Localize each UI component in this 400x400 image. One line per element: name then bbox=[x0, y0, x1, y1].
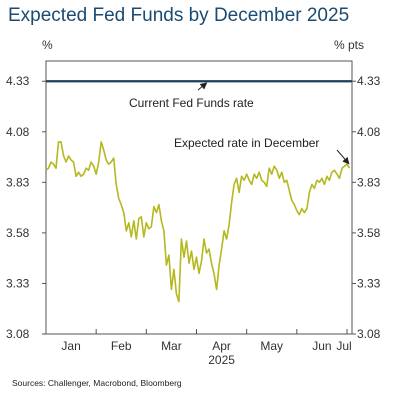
y-tick-label-right: 3.58 bbox=[357, 226, 381, 240]
source-note: Sources: Challenger, Macrobond, Bloomber… bbox=[12, 378, 182, 388]
x-tick-label: May bbox=[260, 339, 283, 353]
y-tick-label-left: 3.83 bbox=[6, 175, 30, 189]
series-group bbox=[45, 80, 352, 303]
x-tick-label: Jul bbox=[336, 339, 351, 353]
annotations-group: Current Fed Funds rate Expected rate in D… bbox=[129, 82, 350, 165]
y-tick-label-right: 3.33 bbox=[357, 276, 381, 290]
y-axis-ticks: 4.33 4.33 4.08 4.08 3.83 3.83 3.58 3.58 3.33 3.33… bbox=[6, 74, 381, 341]
y-tick-label-left: 3.08 bbox=[6, 327, 30, 341]
x-year-label: 2025 bbox=[208, 353, 235, 367]
y-tick-label-left: 3.33 bbox=[6, 276, 30, 290]
plot-frame bbox=[45, 60, 353, 335]
y-tick-label-right: 4.33 bbox=[357, 74, 381, 88]
current-rate-arrow bbox=[197, 82, 208, 91]
x-tick-label: Mar bbox=[161, 339, 182, 353]
chart-title: Expected Fed Funds by December 2025 bbox=[8, 5, 350, 26]
y-tick-label-right: 3.08 bbox=[357, 327, 381, 341]
current-rate-annotation: Current Fed Funds rate bbox=[129, 96, 254, 110]
x-axis-ticks: Jan Feb Mar Apr May Jun Jul 2025 bbox=[61, 329, 352, 367]
y-tick-label-left: 3.58 bbox=[6, 226, 30, 240]
left-axis-unit: % bbox=[42, 38, 53, 52]
y-tick-label-right: 4.08 bbox=[357, 125, 381, 139]
right-axis-unit: % pts bbox=[334, 38, 365, 52]
y-tick-label-right: 3.83 bbox=[357, 175, 381, 189]
x-tick-label: Jan bbox=[61, 339, 80, 353]
x-tick-label: Jun bbox=[312, 339, 331, 353]
x-tick-label: Apr bbox=[212, 339, 231, 353]
y-tick-label-left: 4.33 bbox=[6, 74, 30, 88]
x-tick-label: Feb bbox=[111, 339, 132, 353]
expected-rate-line bbox=[45, 141, 351, 303]
y-tick-label-left: 4.08 bbox=[6, 125, 30, 139]
expected-rate-arrow bbox=[336, 149, 350, 165]
expected-rate-annotation: Expected rate in December bbox=[174, 136, 319, 150]
